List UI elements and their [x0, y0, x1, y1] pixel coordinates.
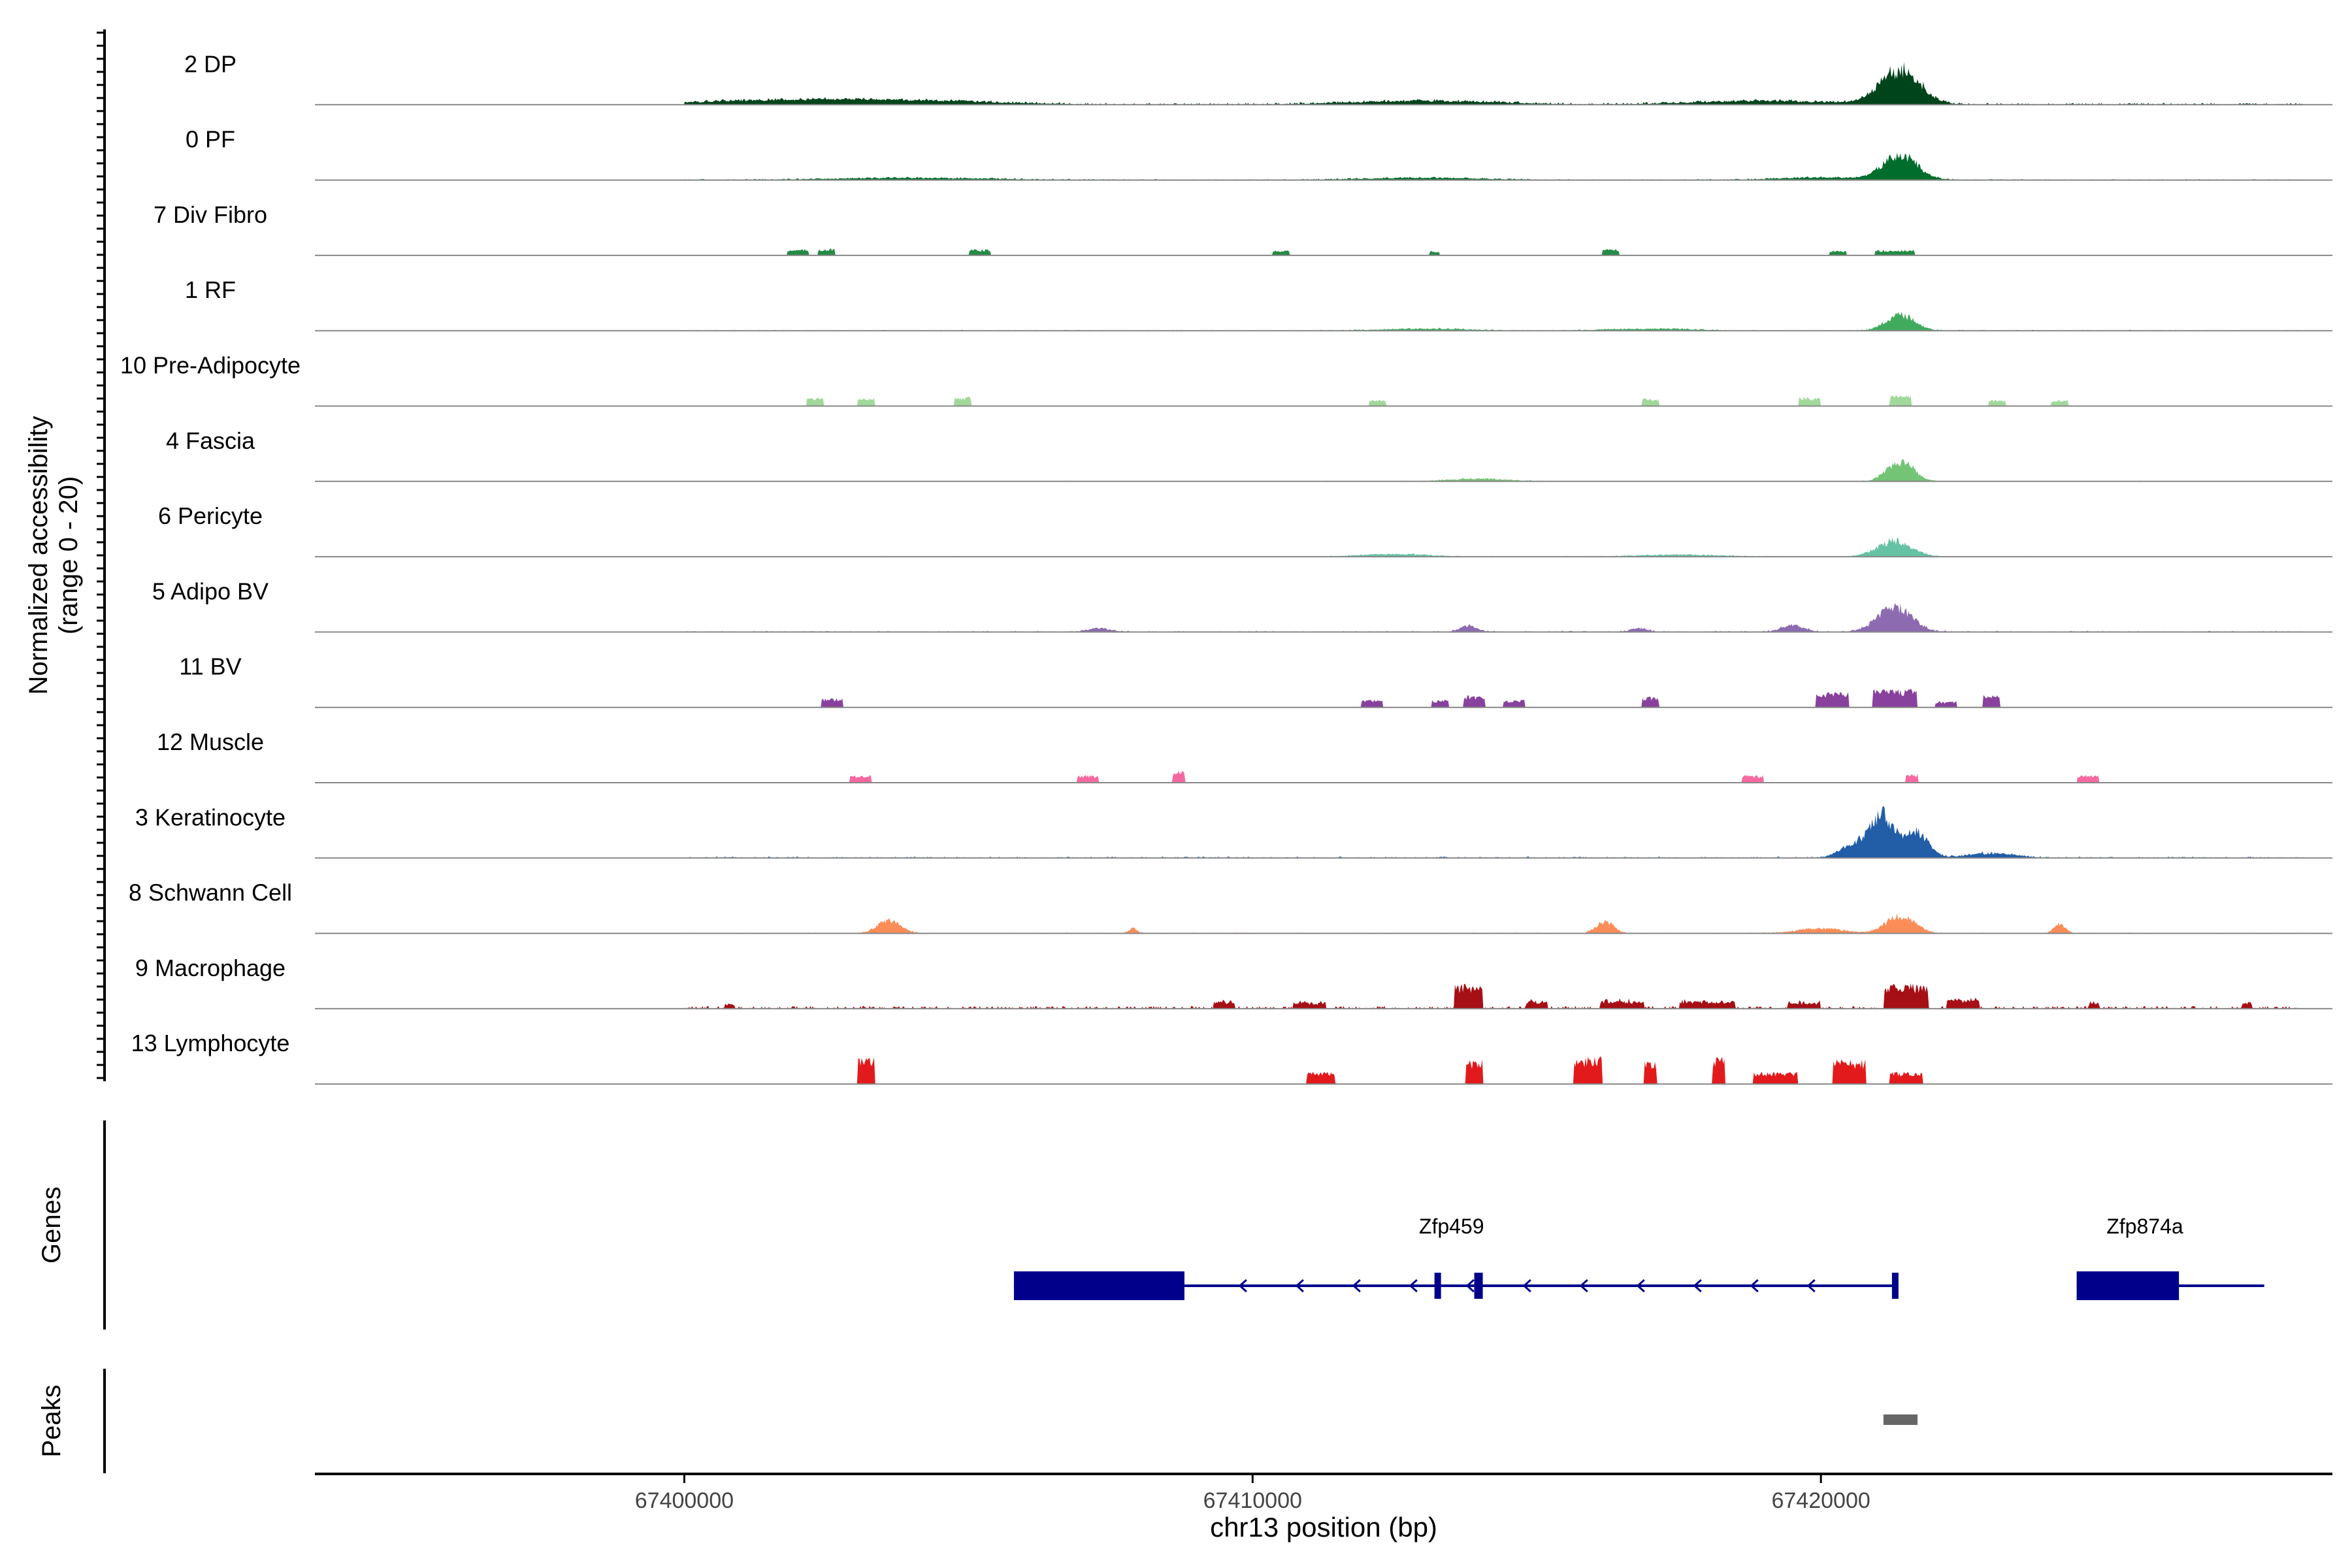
- track-10: 12 Muscle: [157, 728, 2332, 783]
- track-label: 13 Lymphocyte: [131, 1030, 290, 1056]
- coverage-area: [684, 152, 2304, 180]
- coverage-area: [684, 806, 2304, 858]
- gene-exon: [1474, 1273, 1483, 1299]
- gene-label: Zfp459: [1419, 1215, 1484, 1238]
- track-5: 10 Pre-Adipocyte: [120, 352, 2332, 407]
- coverage-area: [684, 603, 2304, 632]
- track-1: 2 DP: [184, 50, 2332, 106]
- x-tick-label: 67420000: [1771, 1488, 1870, 1513]
- coverage-area: [684, 983, 2304, 1009]
- gene-exon: [2076, 1271, 2180, 1300]
- strand-arrow: [1238, 1279, 1247, 1293]
- coverage-tracks: 2 DP 0 PF 7 Div Fibro 1 RF 10 Pre-Adipocyte 4…: [120, 50, 2332, 1085]
- coverage-area: [684, 312, 2304, 331]
- coverage-area: [684, 770, 2304, 783]
- gene-label: Zfp874a: [2106, 1215, 2183, 1238]
- track-8: 5 Adipo BV: [152, 578, 2332, 633]
- coverage-area: [684, 62, 2304, 105]
- strand-arrow: [1522, 1279, 1531, 1293]
- gene-exon: [1434, 1273, 1441, 1299]
- track-3: 7 Div Fibro: [154, 201, 2332, 256]
- strand-arrow: [1352, 1279, 1361, 1293]
- y-axis-label-line1: Normalized accessibility: [24, 416, 53, 695]
- coverage-area: [684, 395, 2304, 406]
- track-13: 9 Macrophage: [135, 955, 2332, 1009]
- strand-arrow: [1806, 1279, 1816, 1293]
- coverage-area: [684, 459, 2304, 482]
- strand-arrow: [1693, 1279, 1702, 1293]
- track-label: 0 PF: [186, 126, 235, 153]
- x-tick-label: 67400000: [635, 1488, 734, 1513]
- track-label: 12 Muscle: [157, 728, 264, 755]
- track-9: 11 BV: [179, 653, 2332, 708]
- gene-track: Zfp459 Zfp874a: [1013, 1215, 2264, 1300]
- track-12: 8 Schwann Cell: [129, 879, 2332, 934]
- gene-exon: [1891, 1273, 1899, 1299]
- x-axis-label: chr13 position (bp): [1210, 1512, 1437, 1543]
- x-axis-ticks: 67400000 67410000 67420000: [635, 1474, 1870, 1513]
- track-label: 8 Schwann Cell: [129, 879, 292, 906]
- peak-region: [1883, 1414, 1918, 1425]
- track-2: 0 PF: [186, 126, 2332, 181]
- strand-arrow: [1409, 1279, 1418, 1293]
- strand-arrow: [1636, 1279, 1645, 1293]
- y-axis-label-line2: (range 0 - 20): [54, 476, 83, 634]
- peak-track: [1883, 1414, 1918, 1425]
- track-label: 1 RF: [185, 276, 236, 303]
- genes-panel-label: Genes: [37, 1186, 66, 1264]
- x-tick-label: 67410000: [1203, 1488, 1302, 1513]
- track-14: 13 Lymphocyte: [131, 1030, 2332, 1085]
- track-label: 2 DP: [184, 50, 237, 77]
- track-label: 10 Pre-Adipocyte: [120, 352, 301, 379]
- gene-Zfp459: Zfp459: [1013, 1215, 1899, 1300]
- peaks-panel-label: Peaks: [37, 1384, 66, 1457]
- coverage-area: [684, 248, 2304, 255]
- track-6: 4 Fascia: [166, 427, 2332, 482]
- track-label: 9 Macrophage: [135, 955, 286, 981]
- track-label: 4 Fascia: [166, 427, 255, 454]
- track-label: 3 Keratinocyte: [135, 804, 286, 830]
- coverage-area: [684, 537, 2304, 557]
- coverage-area: [684, 913, 2304, 934]
- strand-arrow: [1295, 1279, 1304, 1293]
- strand-arrow: [1750, 1279, 1759, 1293]
- track-4: 1 RF: [185, 276, 2332, 332]
- track-label: 11 BV: [179, 653, 241, 680]
- track-11: 3 Keratinocyte: [135, 804, 2332, 859]
- coverage-area: [684, 689, 2304, 708]
- track-label: 5 Adipo BV: [152, 578, 269, 604]
- strand-arrow: [1465, 1279, 1475, 1293]
- coverage-area: [684, 1056, 2304, 1085]
- y-axis-ticks: [97, 31, 105, 1079]
- track-7: 6 Pericyte: [158, 502, 2332, 558]
- gene-exon: [1013, 1271, 1184, 1300]
- strand-arrow: [1579, 1279, 1588, 1293]
- track-label: 7 Div Fibro: [154, 201, 267, 228]
- gene-Zfp874a: Zfp874a: [2076, 1215, 2264, 1300]
- track-label: 6 Pericyte: [158, 502, 263, 529]
